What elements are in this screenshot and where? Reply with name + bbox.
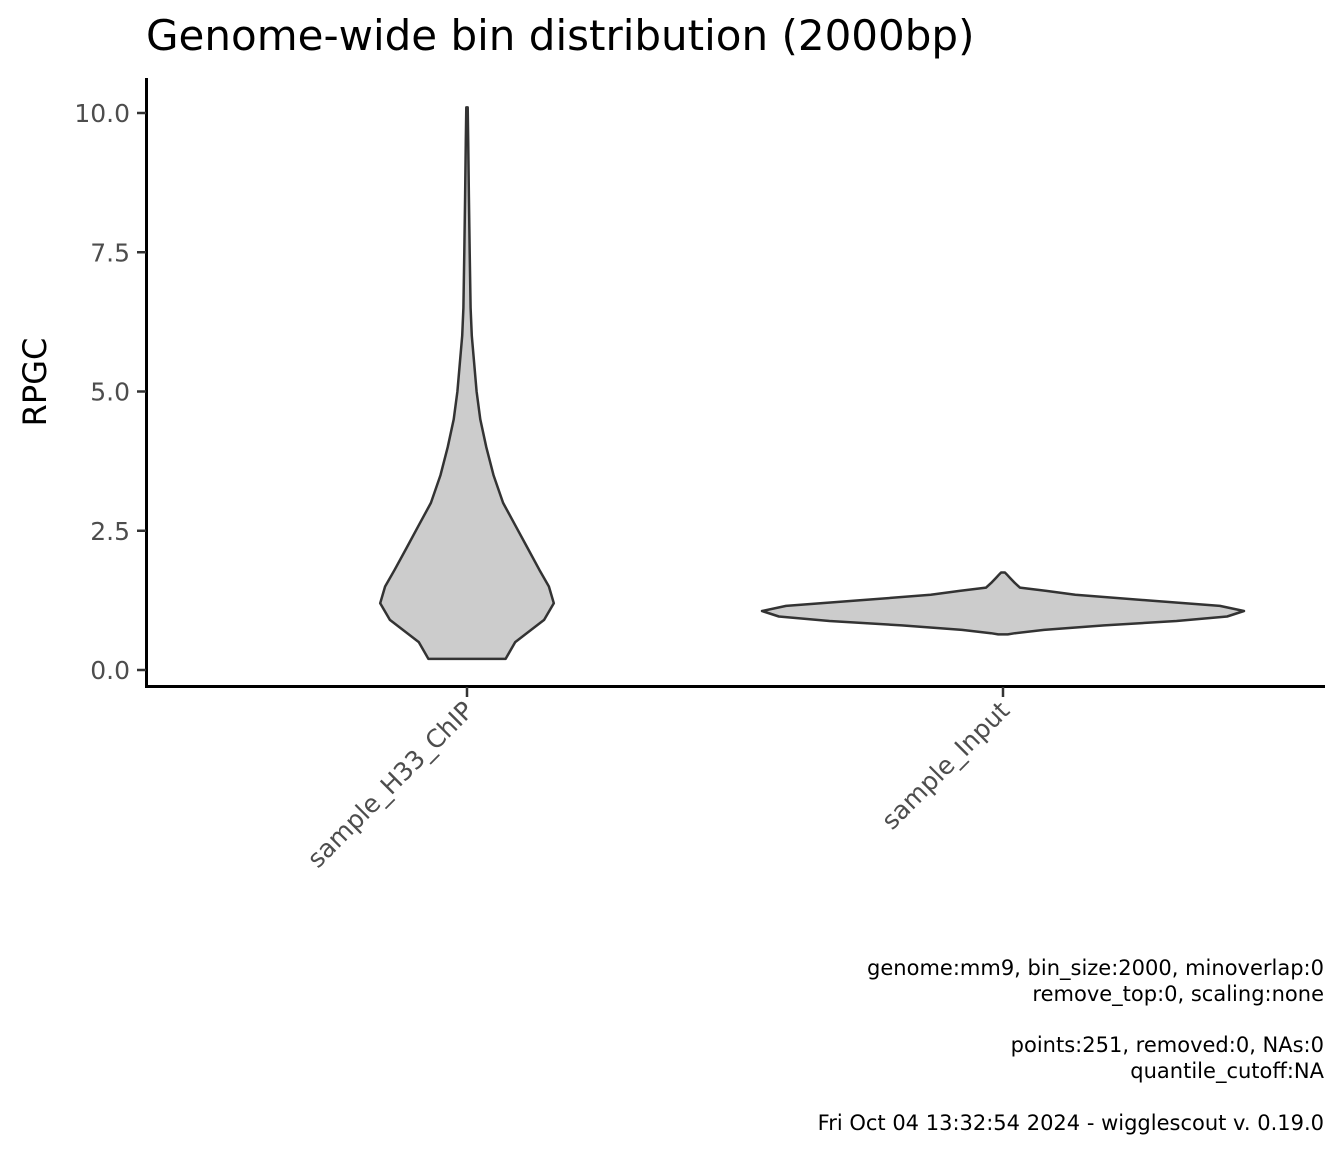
violin-chart: Genome-wide bin distribution (2000bp) RP… — [16, 11, 1325, 874]
violin-layer — [378, 106, 1246, 661]
y-tick-label: 10.0 — [74, 99, 130, 128]
caption-line-5: Fri Oct 04 13:32:54 2024 - wigglescout v… — [817, 1111, 1324, 1135]
y-axis-label: RPGC — [16, 338, 54, 427]
y-tick-label: 2.5 — [90, 517, 130, 546]
caption-line-2: remove_top:0, scaling:none — [1032, 982, 1324, 1006]
caption-line-3: points:251, removed:0, NAs:0 — [1010, 1033, 1324, 1057]
y-tick-label: 0.0 — [90, 656, 130, 685]
x-ticks: sample_H33_ChIP sample_Input — [302, 687, 1016, 874]
caption-line-4: quantile_cutoff:NA — [1130, 1059, 1324, 1083]
y-ticks: 0.0 2.5 5.0 7.5 10.0 — [74, 99, 146, 685]
x-tick-label: sample_Input — [876, 696, 1016, 836]
y-tick-label: 5.0 — [90, 378, 130, 407]
violin-sample_H33_ChIP — [378, 106, 556, 661]
caption-line-1: genome:mm9, bin_size:2000, minoverlap:0 — [867, 956, 1324, 980]
chart-title: Genome-wide bin distribution (2000bp) — [146, 11, 974, 60]
x-tick-label: sample_H33_ChIP — [302, 696, 480, 874]
violin-sample_Input — [760, 571, 1246, 636]
y-tick-label: 7.5 — [90, 238, 130, 267]
